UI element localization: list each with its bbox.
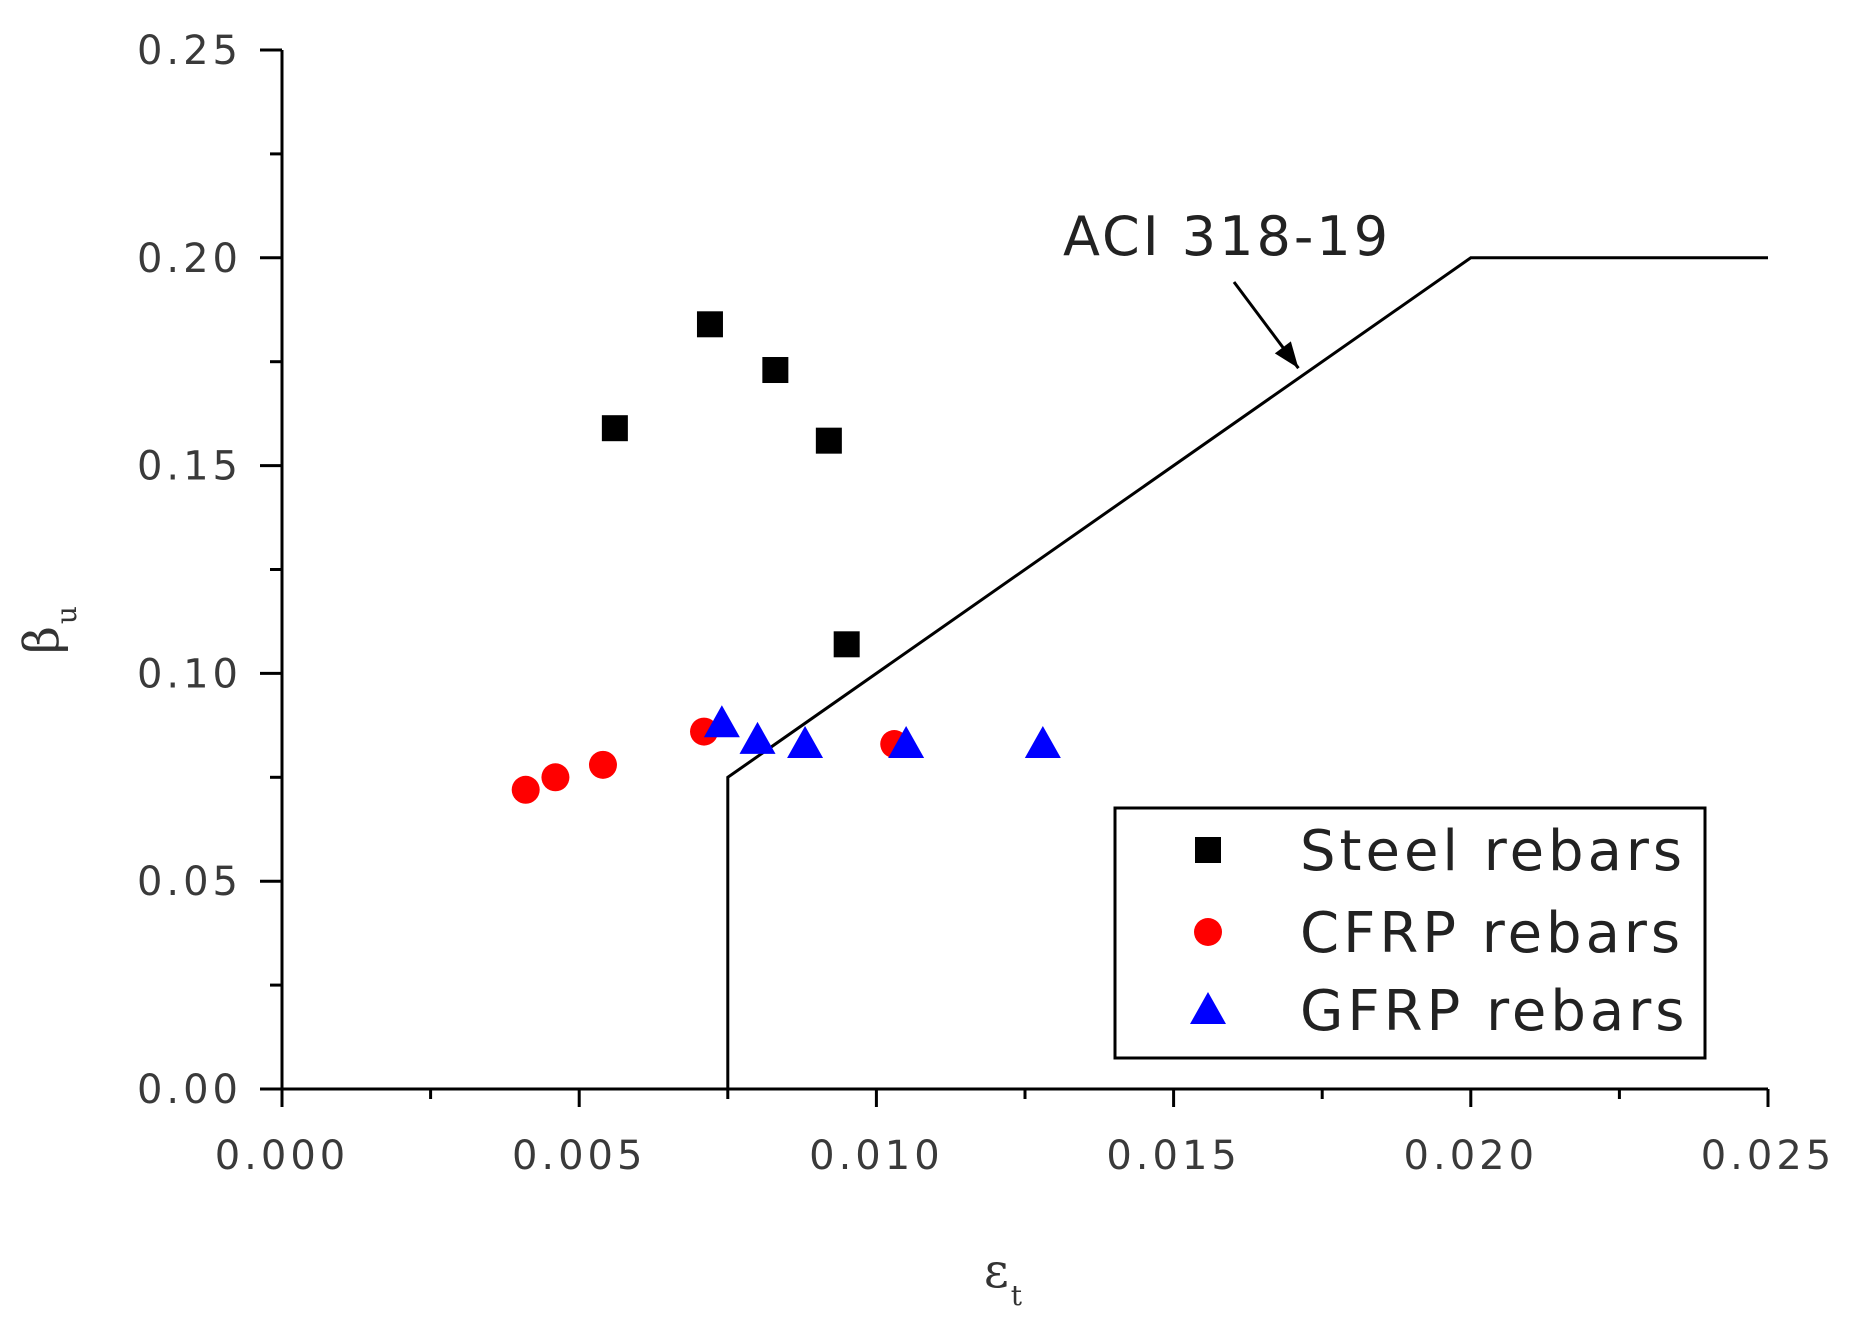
- x-tick-label: 0.015: [1106, 1133, 1241, 1179]
- legend-marker-circle: [1194, 918, 1222, 946]
- annotation-arrow-head: [1274, 341, 1299, 369]
- triangle-marker-gfrp-rebars: [1024, 726, 1061, 759]
- square-marker-steel-rebars: [696, 311, 723, 338]
- x-axis-subscript: t: [1011, 1279, 1023, 1312]
- y-tick-label: 0.00: [137, 1067, 242, 1113]
- square-marker-steel-rebars: [815, 427, 842, 454]
- y-tick-label: 0.05: [137, 859, 242, 905]
- y-tick-label: 0.10: [137, 651, 242, 697]
- triangle-marker-gfrp-rebars: [787, 726, 824, 759]
- y-axis-title: βu: [14, 606, 83, 654]
- reference-line-group: [726, 256, 1768, 1089]
- data-markers: [511, 311, 1061, 804]
- triangle-marker-gfrp-rebars: [739, 721, 776, 754]
- legend-label: Steel rebars: [1300, 819, 1686, 884]
- circle-marker-cfrp-rebars: [541, 763, 570, 792]
- y-tick-label: 0.15: [137, 444, 242, 490]
- x-tick-label: 0.005: [512, 1133, 647, 1179]
- x-tick-label: 0.000: [215, 1133, 350, 1179]
- x-tick-label: 0.010: [809, 1133, 944, 1179]
- square-marker-steel-rebars: [762, 357, 789, 384]
- legend-label: GFRP rebars: [1300, 979, 1688, 1044]
- y-axis-title-group: βu: [14, 606, 83, 654]
- legend-label: CFRP rebars: [1300, 901, 1684, 966]
- aci-318-19-line: [726, 256, 1768, 1089]
- triangle-marker-gfrp-rebars: [888, 726, 925, 759]
- x-axis-symbol: ε: [984, 1243, 1009, 1299]
- x-tick-label: 0.020: [1404, 1133, 1539, 1179]
- square-marker-steel-rebars: [833, 631, 860, 658]
- circle-marker-cfrp-rebars: [588, 750, 617, 779]
- y-tick-label: 0.25: [137, 28, 242, 74]
- circle-marker-cfrp-rebars: [511, 775, 540, 804]
- legend-marker-triangle: [1190, 992, 1226, 1024]
- triangle-marker-gfrp-rebars: [703, 705, 740, 738]
- y-axis-symbol: β: [14, 626, 70, 654]
- square-marker-steel-rebars: [601, 415, 628, 442]
- annotation-arrow: [1232, 281, 1300, 370]
- annotation-label: ACI 318-19: [1063, 205, 1391, 268]
- x-axis-title: εt: [984, 1243, 1023, 1312]
- x-tick-label: 0.025: [1701, 1133, 1836, 1179]
- legend: Steel rebars CFRP rebars GFRP rebars: [1113, 806, 1707, 1060]
- y-axis-subscript: u: [50, 606, 83, 624]
- legend-marker-square: [1195, 837, 1221, 863]
- y-tick-label: 0.20: [137, 236, 242, 282]
- axes: 0.000 0.005 0.010 0.015 0.020 0.025 0.00 0.05 0.…: [137, 28, 1836, 1179]
